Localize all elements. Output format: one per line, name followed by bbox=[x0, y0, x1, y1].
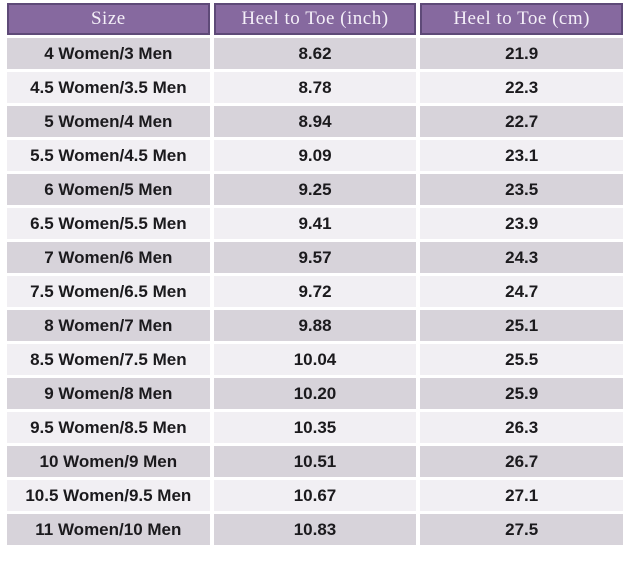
cm-cell: 22.7 bbox=[420, 106, 623, 137]
cm-cell: 23.5 bbox=[420, 174, 623, 205]
size-cell: 5 Women/4 Men bbox=[7, 106, 210, 137]
table-row: 8.5 Women/7.5 Men 10.04 25.5 bbox=[7, 344, 623, 375]
size-cell: 4.5 Women/3.5 Men bbox=[7, 72, 210, 103]
header-row: Size Heel to Toe (inch) Heel to Toe (cm) bbox=[7, 3, 623, 35]
table-row: 6 Women/5 Men 9.25 23.5 bbox=[7, 174, 623, 205]
cm-cell: 26.7 bbox=[420, 446, 623, 477]
size-chart-table: Size Heel to Toe (inch) Heel to Toe (cm)… bbox=[3, 0, 627, 548]
size-cell: 8.5 Women/7.5 Men bbox=[7, 344, 210, 375]
table-row: 5.5 Women/4.5 Men 9.09 23.1 bbox=[7, 140, 623, 171]
size-cell: 10.5 Women/9.5 Men bbox=[7, 480, 210, 511]
cm-cell: 25.9 bbox=[420, 378, 623, 409]
cm-cell: 27.5 bbox=[420, 514, 623, 545]
cm-cell: 25.1 bbox=[420, 310, 623, 341]
column-header-heel-to-toe-inch: Heel to Toe (inch) bbox=[213, 3, 417, 35]
size-cell: 6.5 Women/5.5 Men bbox=[7, 208, 210, 239]
table-row: 7 Women/6 Men 9.57 24.3 bbox=[7, 242, 623, 273]
size-cell: 5.5 Women/4.5 Men bbox=[7, 140, 210, 171]
size-cell: 7 Women/6 Men bbox=[7, 242, 210, 273]
inch-cell: 10.51 bbox=[213, 446, 417, 477]
inch-cell: 9.25 bbox=[213, 174, 417, 205]
column-header-heel-to-toe-cm: Heel to Toe (cm) bbox=[420, 3, 623, 35]
size-cell: 7.5 Women/6.5 Men bbox=[7, 276, 210, 307]
inch-cell: 10.83 bbox=[213, 514, 417, 545]
size-cell: 6 Women/5 Men bbox=[7, 174, 210, 205]
table-header: Size Heel to Toe (inch) Heel to Toe (cm) bbox=[7, 3, 623, 35]
size-cell: 11 Women/10 Men bbox=[7, 514, 210, 545]
table-row: 9.5 Women/8.5 Men 10.35 26.3 bbox=[7, 412, 623, 443]
table-body: 4 Women/3 Men 8.62 21.9 4.5 Women/3.5 Men 8.… bbox=[7, 38, 623, 545]
table-row: 11 Women/10 Men 10.83 27.5 bbox=[7, 514, 623, 545]
inch-cell: 10.35 bbox=[213, 412, 417, 443]
size-cell: 9 Women/8 Men bbox=[7, 378, 210, 409]
table-row: 10.5 Women/9.5 Men 10.67 27.1 bbox=[7, 480, 623, 511]
cm-cell: 24.3 bbox=[420, 242, 623, 273]
table-row: 4 Women/3 Men 8.62 21.9 bbox=[7, 38, 623, 69]
cm-cell: 23.1 bbox=[420, 140, 623, 171]
table-row: 5 Women/4 Men 8.94 22.7 bbox=[7, 106, 623, 137]
size-cell: 8 Women/7 Men bbox=[7, 310, 210, 341]
inch-cell: 10.20 bbox=[213, 378, 417, 409]
cm-cell: 23.9 bbox=[420, 208, 623, 239]
cm-cell: 22.3 bbox=[420, 72, 623, 103]
inch-cell: 10.04 bbox=[213, 344, 417, 375]
inch-cell: 8.62 bbox=[213, 38, 417, 69]
table-row: 7.5 Women/6.5 Men 9.72 24.7 bbox=[7, 276, 623, 307]
cm-cell: 21.9 bbox=[420, 38, 623, 69]
inch-cell: 8.78 bbox=[213, 72, 417, 103]
column-header-size: Size bbox=[7, 3, 210, 35]
table-row: 9 Women/8 Men 10.20 25.9 bbox=[7, 378, 623, 409]
size-cell: 9.5 Women/8.5 Men bbox=[7, 412, 210, 443]
inch-cell: 9.88 bbox=[213, 310, 417, 341]
cm-cell: 25.5 bbox=[420, 344, 623, 375]
size-cell: 4 Women/3 Men bbox=[7, 38, 210, 69]
inch-cell: 8.94 bbox=[213, 106, 417, 137]
cm-cell: 26.3 bbox=[420, 412, 623, 443]
size-cell: 10 Women/9 Men bbox=[7, 446, 210, 477]
inch-cell: 9.41 bbox=[213, 208, 417, 239]
inch-cell: 9.09 bbox=[213, 140, 417, 171]
cm-cell: 24.7 bbox=[420, 276, 623, 307]
table-row: 6.5 Women/5.5 Men 9.41 23.9 bbox=[7, 208, 623, 239]
inch-cell: 9.72 bbox=[213, 276, 417, 307]
cm-cell: 27.1 bbox=[420, 480, 623, 511]
table-row: 10 Women/9 Men 10.51 26.7 bbox=[7, 446, 623, 477]
inch-cell: 9.57 bbox=[213, 242, 417, 273]
table-row: 8 Women/7 Men 9.88 25.1 bbox=[7, 310, 623, 341]
table-row: 4.5 Women/3.5 Men 8.78 22.3 bbox=[7, 72, 623, 103]
inch-cell: 10.67 bbox=[213, 480, 417, 511]
